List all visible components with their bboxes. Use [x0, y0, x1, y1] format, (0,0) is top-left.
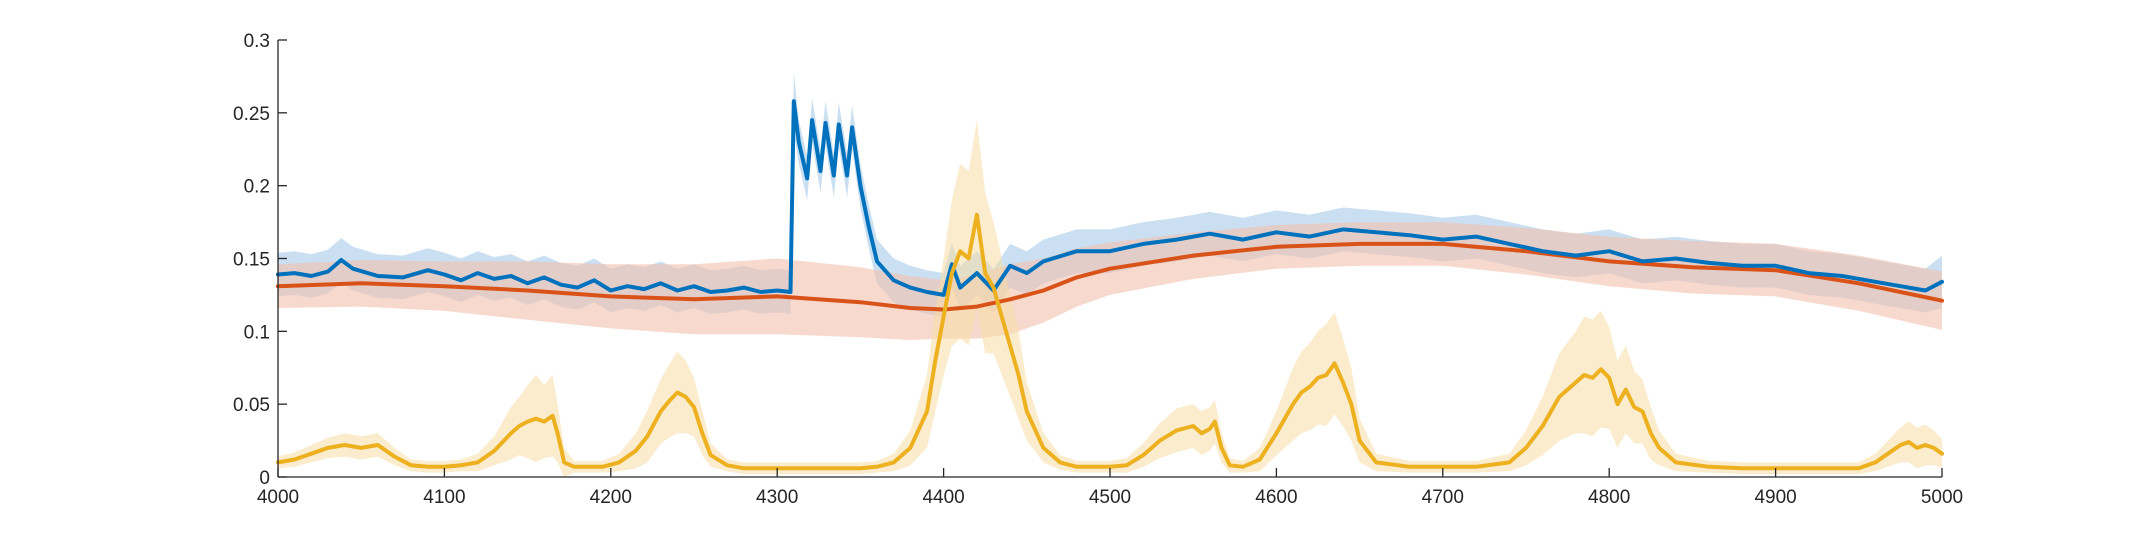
y-tick-label: 0.25: [233, 104, 270, 125]
y-tick-label: 0: [259, 468, 270, 489]
x-tick-label: 4400: [922, 487, 964, 508]
y-tick-label: 0.05: [233, 395, 270, 416]
axes: 4000 4100 4200 4300 4400 4500 4600 4700 4800 4900…: [233, 31, 1963, 508]
x-tick-label: 4900: [1754, 487, 1796, 508]
x-tick-label: 4600: [1255, 487, 1297, 508]
x-tick-label: 4700: [1422, 487, 1464, 508]
series-3-band: [278, 120, 1942, 477]
x-tick-label: 4100: [423, 487, 465, 508]
series-3-line: [276, 212, 1944, 471]
series-lines: [276, 99, 1944, 471]
x-tick-label: 4500: [1089, 487, 1131, 508]
x-tick-label: 5000: [1921, 487, 1963, 508]
y-tick-label: 0.15: [233, 250, 270, 271]
x-tick-label: 4300: [756, 487, 798, 508]
x-tick-label: 4200: [590, 487, 632, 508]
x-tick-label: 4800: [1588, 487, 1630, 508]
series-1-line: [276, 99, 1944, 297]
series-2-line: [276, 241, 1944, 312]
x-tick-label: 4000: [257, 487, 299, 508]
y-tick-label: 0.3: [244, 31, 270, 52]
y-tick-label: 0.2: [244, 177, 270, 198]
y-tick-label: 0.1: [244, 322, 270, 343]
